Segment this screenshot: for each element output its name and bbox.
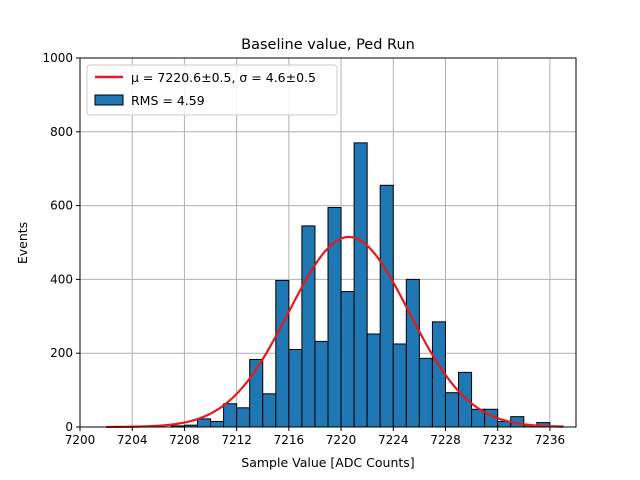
histogram-bar	[236, 407, 251, 428]
x-tick-label: 7224	[378, 433, 409, 447]
histogram-bar	[458, 371, 473, 428]
x-axis-ticks: 7200 7204 7208 7212 7216 7220 7224 7228 7232 7236	[65, 427, 565, 447]
histogram-bar	[405, 278, 420, 428]
histogram-bar	[431, 321, 446, 428]
plot-frame	[79, 57, 577, 428]
legend-histogram-label: RMS = 4.59	[131, 93, 205, 108]
x-tick-label: 7232	[482, 433, 513, 447]
histogram-bar	[210, 420, 225, 428]
gaussian-fit	[106, 235, 563, 429]
histogram-bar	[340, 291, 355, 428]
legend-histogram-swatch	[94, 94, 124, 106]
histogram-bar	[196, 418, 212, 428]
histogram-bar	[444, 392, 460, 428]
histogram-bar	[366, 333, 381, 428]
histogram-bar	[392, 343, 407, 428]
x-axis-label: Sample Value [ADC Counts]	[241, 455, 414, 470]
y-tick-label: 200	[50, 346, 73, 360]
histogram-bar	[223, 403, 238, 428]
histogram-bar	[262, 393, 277, 428]
x-tick-label: 7208	[169, 433, 200, 447]
y-axis-ticks: 0 200 400 600 800 1000	[42, 51, 80, 434]
x-tick-label: 7220	[326, 433, 357, 447]
x-tick-label: 7212	[221, 433, 252, 447]
y-tick-label: 400	[50, 272, 73, 286]
histogram-bar	[288, 349, 303, 428]
histogram-bars	[170, 142, 564, 428]
x-tick-label: 7228	[430, 433, 461, 447]
y-tick-label: 0	[65, 420, 73, 434]
y-tick-label: 800	[50, 125, 73, 139]
legend-box	[86, 64, 338, 116]
histogram-bar	[314, 340, 329, 428]
legend: μ = 7220.6±0.5, σ = 4.6±0.5 RMS = 4.59	[86, 64, 338, 116]
y-tick-label: 600	[50, 199, 73, 213]
y-axis-label: Events	[15, 222, 30, 264]
histogram-bar	[353, 142, 368, 428]
histogram-bar	[418, 357, 433, 428]
chart-title: Baseline value, Ped Run	[241, 37, 415, 53]
x-tick-label: 7200	[65, 433, 96, 447]
x-tick-label: 7216	[274, 433, 305, 447]
fit-curve	[106, 235, 563, 429]
x-tick-label: 7204	[117, 433, 148, 447]
histogram-bar	[379, 184, 394, 428]
legend-fit-label: μ = 7220.6±0.5, σ = 4.6±0.5	[131, 70, 316, 85]
histogram-bar	[275, 280, 290, 428]
histogram-bar	[301, 225, 316, 428]
y-tick-label: 1000	[42, 51, 73, 65]
x-tick-label: 7236	[535, 433, 566, 447]
